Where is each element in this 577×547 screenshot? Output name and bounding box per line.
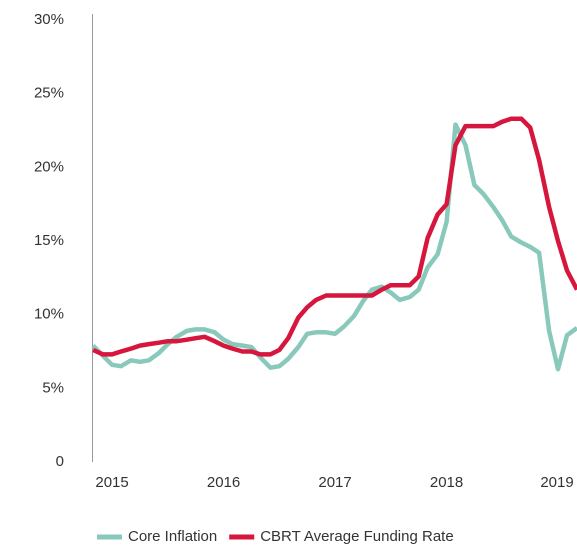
y-tick-label: 0 [56, 453, 64, 470]
y-tick-label: 25% [34, 85, 64, 102]
legend-label: CBRT Average Funding Rate [260, 528, 453, 545]
x-tick-label: 2017 [318, 474, 351, 491]
plot-area [91, 116, 577, 372]
y-tick-label: 30% [34, 11, 64, 28]
series-line [92, 116, 577, 357]
y-tick-label: 5% [42, 379, 64, 396]
y-tick-label: 10% [34, 306, 64, 323]
y-tick-label: 20% [34, 158, 64, 175]
x-tick-label: 2015 [95, 474, 128, 491]
series-line [91, 122, 577, 372]
legend-label: Core Inflation [128, 528, 217, 545]
x-tick-label: 2019 [540, 474, 573, 491]
y-tick-label: 15% [34, 232, 64, 249]
x-tick-label: 2018 [430, 474, 463, 491]
x-tick-label: 2016 [207, 474, 240, 491]
